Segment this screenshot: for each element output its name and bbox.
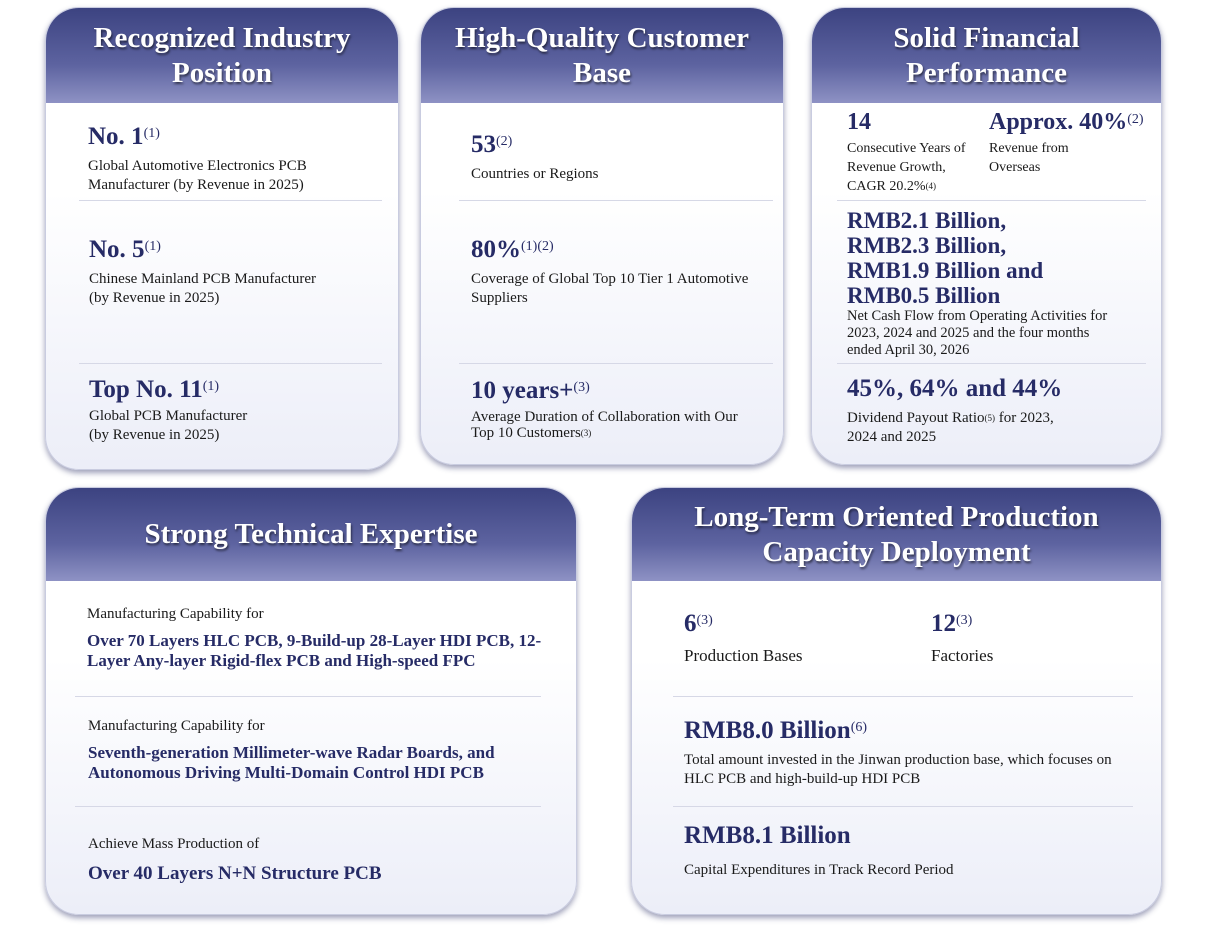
description: Coverage of Global Top 10 Tier 1 Automot… [471, 271, 749, 306]
value: RMB8.1 Billion [684, 822, 851, 849]
value-text: 80% [471, 236, 521, 263]
value: Top No. 11(1) [89, 377, 379, 402]
note: (3) [573, 380, 590, 395]
description-text: for 2023, 2024 and 2025 [847, 410, 1054, 445]
note: (3) [696, 613, 713, 628]
divider [673, 696, 1133, 697]
item: 6(3) Production Bases [684, 611, 884, 665]
value-text: RMB8.0 Billion [684, 717, 851, 744]
item: 12(3) Factories [931, 611, 1131, 665]
divider [837, 200, 1146, 201]
divider [79, 363, 382, 364]
description: Dividend Payout Ratio(5) for 2023, 2024 … [847, 409, 1057, 447]
description: Total amount invested in the Jinwan prod… [684, 752, 1112, 787]
item: 80%(1)(2) Coverage of Global Top 10 Tier… [471, 237, 781, 308]
note: (1) [202, 379, 220, 394]
divider [459, 363, 773, 364]
card-title: Long-Term Oriented Production Capacity D… [632, 488, 1161, 581]
description: Manufacturing Capability for [87, 606, 264, 622]
item: 53(2) Countries or Regions [471, 132, 776, 184]
value: Approx. 40%(2) [989, 110, 1159, 135]
value-text: 6 [684, 610, 697, 637]
card-title: Recognized Industry Position [46, 8, 398, 103]
description: Countries or Regions [471, 166, 599, 182]
card-title: Strong Technical Expertise [46, 488, 576, 581]
value: Seventh-generation Millimeter-wave Radar… [88, 743, 495, 782]
value: 10 years+(3) [471, 378, 761, 403]
item: RMB2.1 Billion, RMB2.3 Billion, RMB1.9 B… [847, 208, 1147, 359]
item: RMB8.1 Billion Capital Expenditures in T… [684, 823, 1134, 880]
note: (2) [1127, 112, 1144, 127]
value-text: 10 years+ [471, 377, 574, 404]
value: 12(3) [931, 611, 1131, 636]
description: Manufacturing Capability for [88, 718, 265, 734]
item: Manufacturing Capability for Seventh-gen… [88, 718, 548, 783]
note: (1)(2) [521, 239, 554, 254]
description: Consecutive Years of Revenue Growth, CAG… [847, 139, 982, 196]
description-text: Average Duration of Collaboration with O… [471, 409, 738, 441]
note: (2) [496, 134, 513, 149]
divider [75, 806, 541, 807]
item: RMB8.0 Billion(6) Total amount invested … [684, 718, 1134, 789]
divider [79, 200, 382, 201]
item: Top No. 11(1) Global PCB Manufacturer (b… [89, 377, 379, 445]
card: Solid Financial Performance 14 Consecuti… [811, 7, 1162, 465]
card-title: Solid Financial Performance [812, 8, 1161, 103]
description: Global PCB Manufacturer (by Revenue in 2… [89, 408, 248, 443]
note: (3) [956, 613, 973, 628]
card: Long-Term Oriented Production Capacity D… [631, 487, 1162, 915]
divider [75, 696, 541, 697]
note: (1) [143, 126, 160, 141]
divider [837, 363, 1146, 364]
value: 14 [847, 109, 871, 135]
description: Factories [931, 646, 994, 665]
description: Revenue from Overseas [989, 141, 1069, 175]
value-text: 53 [471, 131, 496, 158]
value: Over 40 Layers N+N Structure PCB [88, 863, 382, 884]
item: No. 1(1) Global Automotive Electronics P… [88, 124, 378, 195]
value-text: 12 [931, 610, 956, 637]
description: Achieve Mass Production of [88, 836, 260, 852]
divider [459, 200, 773, 201]
item: No. 5(1) Chinese Mainland PCB Manufactur… [89, 237, 379, 308]
description: Global Automotive Electronics PCB Manufa… [88, 158, 307, 193]
note: (3) [580, 428, 592, 438]
description: Capital Expenditures in Track Record Per… [684, 862, 954, 878]
value: Over 70 Layers HLC PCB, 9-Build-up 28-La… [87, 631, 542, 670]
description: Chinese Mainland PCB Manufacturer (by Re… [89, 271, 317, 306]
value: 53(2) [471, 132, 776, 157]
description: Production Bases [684, 646, 803, 665]
value: RMB2.1 Billion, RMB2.3 Billion, RMB1.9 B… [847, 208, 1044, 308]
note: (1) [144, 239, 161, 254]
value: 45%, 64% and 44% [847, 375, 1063, 402]
description-text: Consecutive Years of Revenue Growth, CAG… [847, 141, 966, 194]
description-text: Dividend Payout Ratio [847, 410, 985, 426]
value-text: Top No. 11 [89, 376, 203, 403]
value: No. 5(1) [89, 237, 379, 262]
value: RMB8.0 Billion(6) [684, 718, 1134, 743]
item: 14 Consecutive Years of Revenue Growth, … [847, 110, 982, 196]
card: High-Quality Customer Base 53(2) Countri… [420, 7, 784, 465]
value: 80%(1)(2) [471, 237, 781, 262]
note: (6) [850, 720, 868, 735]
card: Strong Technical Expertise Manufacturing… [45, 487, 577, 915]
card-title: High-Quality Customer Base [421, 8, 783, 103]
value-text: No. 5 [89, 236, 145, 263]
value: 6(3) [684, 611, 884, 636]
item: Achieve Mass Production of Over 40 Layer… [88, 836, 548, 885]
description: Net Cash Flow from Operating Activities … [847, 308, 1108, 358]
card: Recognized Industry Position No. 1(1) Gl… [45, 7, 399, 470]
item: Manufacturing Capability for Over 70 Lay… [87, 606, 547, 671]
divider [673, 806, 1133, 807]
note: (5) [984, 413, 996, 423]
value: No. 1(1) [88, 124, 378, 149]
item: Approx. 40%(2) Revenue from Overseas [989, 110, 1159, 177]
value-text: Approx. 40% [989, 109, 1128, 135]
item: 45%, 64% and 44% Dividend Payout Ratio(5… [847, 376, 1147, 447]
note: (4) [925, 181, 937, 191]
item: 10 years+(3) Average Duration of Collabo… [471, 378, 761, 441]
description: Average Duration of Collaboration with O… [471, 409, 741, 441]
value-text: No. 1 [88, 123, 144, 150]
